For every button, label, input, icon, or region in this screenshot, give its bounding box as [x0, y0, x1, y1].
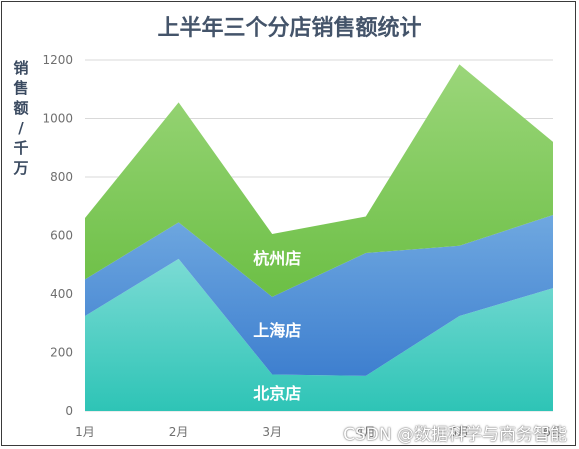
watermark: CSDN @数据科学与商务智能 — [343, 425, 567, 445]
y-tick-label: 1000 — [42, 112, 73, 126]
chart-title: 上半年三个分店销售额统计 — [157, 16, 422, 41]
y-tick-label: 200 — [50, 346, 73, 360]
x-tick-label: 4月 — [356, 425, 376, 439]
area-series-2 — [85, 215, 553, 376]
area-series — [85, 64, 553, 411]
x-tick-label: 2月 — [169, 425, 189, 439]
y-tick-label: 400 — [50, 287, 73, 301]
area-series-1 — [85, 258, 553, 411]
series-label: 北京店 — [253, 384, 301, 403]
y-axis-label: 销售额 / 千万 — [13, 59, 29, 177]
series-label: 杭州店 — [253, 249, 301, 268]
x-tick-label: 5月 — [450, 425, 470, 439]
x-axis-ticks: 1月 2月 3月 4月 5月 6月 — [75, 425, 563, 439]
y-axis-ticks: 0 200 400 600 800 1000 1200 — [42, 53, 73, 418]
y-tick-label: 1200 — [42, 53, 73, 67]
y-tick-label: 0 — [65, 404, 73, 418]
x-tick-label: 1月 — [75, 425, 95, 439]
area-series-3 — [85, 64, 553, 297]
series-label: 上海店 — [253, 321, 301, 340]
x-tick-label: 3月 — [262, 425, 282, 439]
y-tick-label: 600 — [50, 229, 73, 243]
y-tick-label: 800 — [50, 170, 73, 184]
x-tick-label: 6月 — [543, 425, 563, 439]
